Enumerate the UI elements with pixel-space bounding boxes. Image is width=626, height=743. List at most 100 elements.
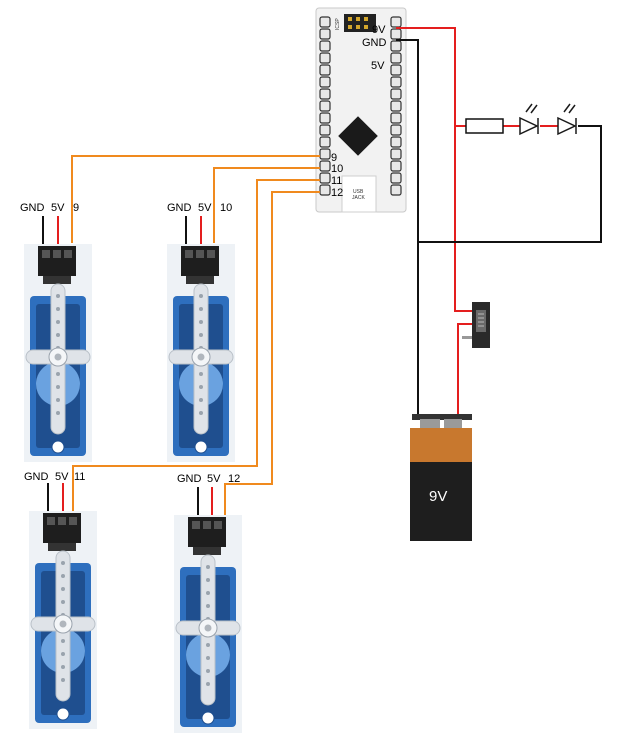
servo-4-pin-label: 12 [228, 473, 240, 485]
horn-hole [56, 307, 60, 311]
header-pin [390, 16, 402, 28]
header-pin [390, 136, 402, 148]
servo-3-pin-label: 11 [74, 471, 85, 483]
servo-lead-wires [42, 216, 213, 518]
horn-hole [61, 600, 65, 604]
header-pin [319, 148, 331, 160]
servo-motor-3 [29, 511, 97, 729]
horn-hole [56, 398, 60, 402]
9v-battery: 9V [410, 414, 472, 541]
wire-gnd-black [396, 39, 419, 420]
led-2 [557, 103, 577, 136]
servo-3-gnd-label: GND [24, 471, 49, 483]
horn-hole [61, 574, 65, 578]
led-1 [519, 103, 539, 136]
servo-labels: GND 5V 9 GND 5V 10 GND 5V 11 GND 5V 12 [20, 202, 240, 485]
slide-switch [462, 302, 490, 348]
servo-screw [204, 624, 212, 632]
servo-1-pin-label: 9 [73, 202, 79, 214]
connector-pin [53, 250, 61, 258]
wire-signal-11 [72, 179, 320, 513]
usb-jack [341, 175, 377, 213]
header-pin [390, 184, 402, 196]
connector-pin [58, 517, 66, 525]
header-pin [390, 160, 402, 172]
connector-neck [43, 276, 71, 284]
header-pin [319, 40, 331, 52]
wire-signal-9 [71, 155, 320, 243]
icsp-label: ICSP [335, 18, 341, 30]
horn-hole [199, 333, 203, 337]
servo-screw [54, 353, 62, 361]
horn-hole [206, 578, 210, 582]
servo-motor-2 [167, 244, 235, 462]
servo-1-5v-label: 5V [51, 202, 65, 214]
horn-hole [206, 656, 210, 660]
header-pin [319, 136, 331, 148]
connector-neck [48, 543, 76, 551]
horn-hole [199, 294, 203, 298]
header-pin [319, 112, 331, 124]
power-wires [396, 27, 602, 420]
horn-hole [199, 307, 203, 311]
header-pin [390, 124, 402, 136]
horn-hole [199, 411, 203, 415]
header-pin [390, 28, 402, 40]
horn-hole [206, 682, 210, 686]
horn-hole [61, 665, 65, 669]
pin-label-gnd: GND [362, 37, 387, 49]
connector-pin [185, 250, 193, 258]
header-pin [390, 148, 402, 160]
horn-hole [61, 561, 65, 565]
servo-motor-1 [24, 244, 92, 462]
servo-3-5v-label: 5V [55, 471, 69, 483]
horn-hole [199, 372, 203, 376]
servo-2-gnd-label: GND [167, 202, 192, 214]
mount-hole [51, 440, 65, 454]
resistor [465, 118, 504, 134]
arduino-nano-board: ICSP USB JACK 9V GND 5V 9 10 11 12 [315, 7, 407, 213]
servo-screw [59, 620, 67, 628]
header-pin [390, 64, 402, 76]
connector-pin [207, 250, 215, 258]
wire-signal-10 [213, 167, 320, 243]
connector-pin [64, 250, 72, 258]
header-pin [390, 88, 402, 100]
battery-label: 9V [429, 488, 447, 505]
header-pin [390, 76, 402, 88]
horn-hole [56, 411, 60, 415]
connector-pin [42, 250, 50, 258]
connector-pin [196, 250, 204, 258]
header-pin [319, 64, 331, 76]
signal-wires [71, 155, 320, 518]
header-pin [390, 52, 402, 64]
connector-neck [186, 276, 214, 284]
usb-label-2: JACK [352, 195, 365, 201]
horn-hole [61, 639, 65, 643]
pin-label-12: 12 [331, 187, 343, 199]
header-pin [319, 100, 331, 112]
pin-label-10: 10 [331, 163, 343, 175]
connector-pin [47, 517, 55, 525]
pin-label-9: 9 [331, 152, 337, 164]
horn-hole [61, 587, 65, 591]
servo-4-5v-label: 5V [207, 473, 221, 485]
servo-motor-4 [174, 515, 242, 733]
header-pin [319, 172, 331, 184]
horn-hole [56, 333, 60, 337]
header-pin [390, 172, 402, 184]
header-pin [319, 76, 331, 88]
header-pin [390, 112, 402, 124]
header-pin [319, 160, 331, 172]
header-pin [319, 52, 331, 64]
wire-signal-12 [224, 191, 320, 518]
horn-hole [199, 320, 203, 324]
horn-hole [56, 372, 60, 376]
horn-hole [206, 565, 210, 569]
horn-hole [206, 604, 210, 608]
horn-hole [199, 398, 203, 402]
board-left-pins [319, 16, 331, 196]
wire-led-return [418, 125, 602, 243]
servo-4-gnd-label: GND [177, 473, 202, 485]
header-pin [319, 28, 331, 40]
